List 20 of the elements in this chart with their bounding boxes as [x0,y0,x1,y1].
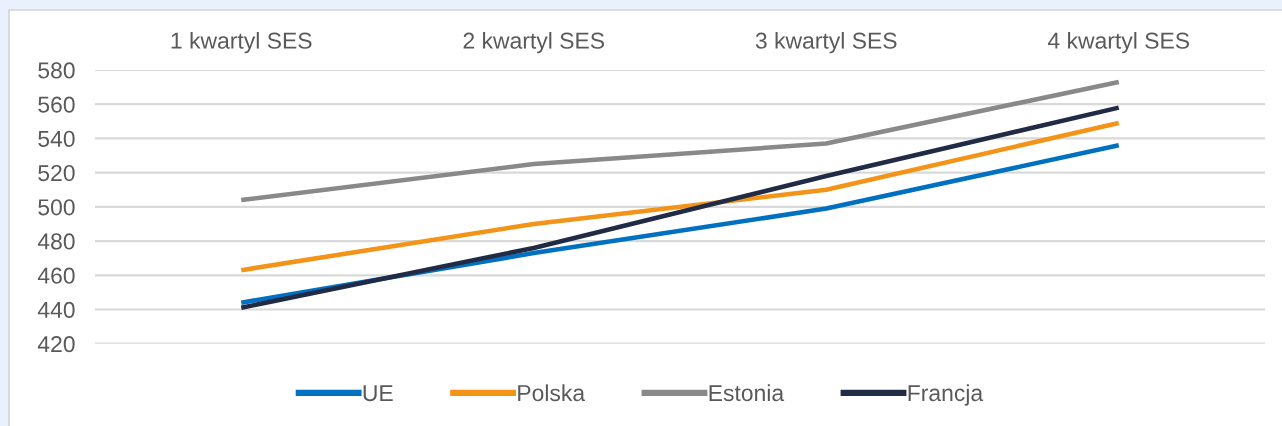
y-tick-label: 480 [37,233,75,250]
x-tick-label: 2 kwartyl SES [463,31,605,54]
y-tick-label: 460 [37,267,75,284]
y-tick-label: 540 [38,130,75,147]
line-series [238,105,1122,311]
x-tick-label: 3 kwartyl SES [755,31,897,54]
y-tick-label: 580 [38,62,75,79]
x-tick-label: 1 kwartyl SES [171,31,312,54]
legend-label: Polska [518,384,586,402]
line-series [238,79,1122,203]
y-tick-label: 420 [37,336,75,353]
line-series [238,120,1122,273]
x-tick-label: 4 kwartyl SES [1047,31,1190,54]
legend-label: Francja [908,384,984,406]
legend-label: UE [363,385,393,402]
y-tick-label: 520 [38,164,75,182]
y-tick-label: 500 [38,199,75,216]
y-tick-label: 560 [38,96,75,113]
legend-label: Estonia [709,384,785,402]
y-tick-label: 440 [37,301,75,319]
